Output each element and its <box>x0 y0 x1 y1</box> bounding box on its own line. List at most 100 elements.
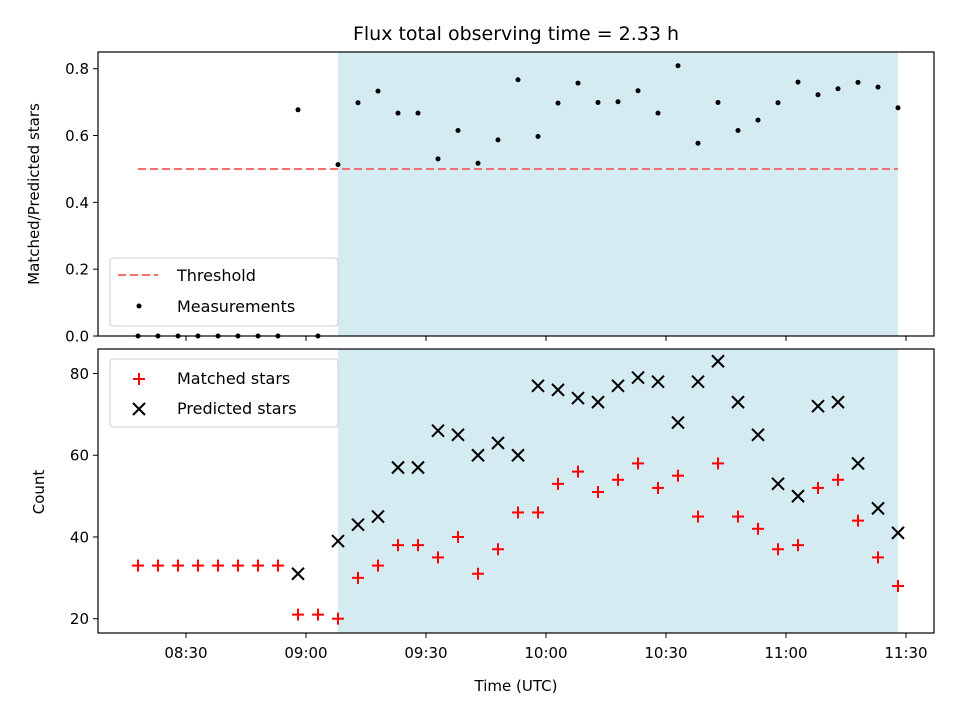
matched-star-point <box>152 559 164 572</box>
matched-star-point <box>132 559 144 572</box>
predicted-star-stroke-b <box>751 428 765 442</box>
measurement-point <box>595 99 601 105</box>
ratio-legend-box <box>109 257 339 327</box>
x-axis-title: Time (UTC) <box>474 677 558 695</box>
measurement-point <box>455 128 461 134</box>
ratio-y-tick-label: 0.0 <box>65 328 89 346</box>
x-tick-label: 09:30 <box>404 644 447 662</box>
matched-star-point <box>332 612 344 625</box>
measurement-point <box>555 100 561 106</box>
measurement-point <box>755 117 761 123</box>
ratio-y-tick-label: 0.4 <box>65 194 89 212</box>
predicted-star-stroke-b <box>651 374 665 389</box>
matched-star-point <box>412 539 424 552</box>
measurement-point <box>655 110 661 116</box>
predicted-star-stroke-b <box>711 354 725 368</box>
predicted-star-stroke-b <box>351 518 365 532</box>
predicted-star-point <box>711 354 725 368</box>
predicted-star-point <box>751 428 765 442</box>
measurements-legend-swatch <box>136 303 142 309</box>
predicted-star-point <box>551 383 565 397</box>
matched-star-point <box>712 457 724 470</box>
measurement-point <box>575 80 581 86</box>
matched-star-point <box>672 469 684 482</box>
predicted-star-point <box>891 526 905 540</box>
measurement-point <box>895 105 901 111</box>
predicted-star-point <box>431 424 445 438</box>
predicted-star-stroke-b <box>871 501 885 516</box>
predicted-star-stroke-b <box>851 456 865 471</box>
matched-star-point <box>232 559 244 572</box>
predicted-star-point <box>511 448 525 462</box>
predicted-star-point <box>691 374 705 389</box>
predicted-star-point <box>451 428 465 442</box>
x-tick-label: 11:00 <box>764 644 807 662</box>
count-panel-shading-layer <box>338 349 898 633</box>
predicted-star-point <box>851 456 865 471</box>
matched-star-point <box>472 567 484 580</box>
measurement-point <box>835 86 841 92</box>
measurement-point <box>675 63 681 69</box>
predicted-star-stroke-b <box>571 391 585 405</box>
matched-star-point <box>812 481 824 494</box>
ratio-panel-frame <box>97 51 935 337</box>
measurement-point <box>375 88 381 94</box>
predicted-star-stroke-b <box>531 379 545 393</box>
predicted-star-point <box>331 534 345 548</box>
predicted-star-point <box>351 518 365 532</box>
matched-star-point <box>652 481 664 494</box>
matched-star-point <box>372 559 384 572</box>
measurement-point <box>855 79 861 85</box>
threshold-legend-label: Threshold <box>176 266 256 285</box>
matched-legend-swatch <box>133 373 145 385</box>
predicted-star-point <box>831 395 845 409</box>
matched-star-point <box>612 473 624 486</box>
ratio-y-tick-label: 0.8 <box>65 60 89 78</box>
matched-star-point <box>292 608 304 621</box>
predicted-star-point <box>651 374 665 389</box>
measurement-point <box>495 137 501 143</box>
matched-star-point <box>212 559 224 572</box>
predicted-star-stroke-b <box>511 448 525 462</box>
predicted-star-stroke-b <box>691 374 705 389</box>
count-y-axis: 20 40 60 80 <box>70 365 98 628</box>
count-y-tick-label: 80 <box>70 365 89 383</box>
x-tick-label: 10:30 <box>644 644 687 662</box>
matched-star-point <box>452 530 464 543</box>
predicted-star-stroke-b <box>831 395 845 409</box>
matched-star-point <box>632 457 644 470</box>
predicted-star-point <box>291 567 305 581</box>
predicted-star-stroke-b <box>791 489 805 503</box>
chart-title: Flux total observing time = 2.33 h <box>353 23 679 45</box>
count-y-tick-label: 40 <box>70 528 89 546</box>
measurement-point <box>355 100 361 106</box>
predicted-star-stroke-b <box>431 424 445 438</box>
predicted-star-point <box>791 489 805 503</box>
matched-star-point <box>432 551 444 564</box>
ratio-x-axis-ticks <box>185 336 907 341</box>
matched-star-point <box>552 477 564 490</box>
predicted-star-stroke-b <box>291 567 305 581</box>
measurement-point <box>475 160 481 166</box>
matched-star-point <box>832 473 844 486</box>
measurement-point <box>775 100 781 106</box>
measurement-point <box>795 79 801 85</box>
matched-star-point <box>572 465 584 478</box>
predicted-star-stroke-b <box>391 460 405 475</box>
matched-star-point <box>692 510 704 523</box>
ratio-legend: Threshold Measurements <box>109 257 339 327</box>
measurement-point <box>635 88 641 94</box>
predicted-star-point <box>671 415 685 430</box>
predicted-star-point <box>391 460 405 475</box>
predicted-star-stroke-b <box>331 534 345 548</box>
predicted-star-point <box>631 370 645 385</box>
predicted-legend-swatch <box>132 402 146 416</box>
count-x-axis: 08:30 09:00 09:30 10:00 10:30 11:00 11:30 <box>164 633 928 662</box>
measurement-point <box>735 128 741 134</box>
matched-star-point <box>192 559 204 572</box>
predicted-star-point <box>871 501 885 516</box>
predicted-star-point <box>491 436 505 450</box>
matched-star-point <box>392 539 404 552</box>
measurement-point <box>875 84 881 90</box>
